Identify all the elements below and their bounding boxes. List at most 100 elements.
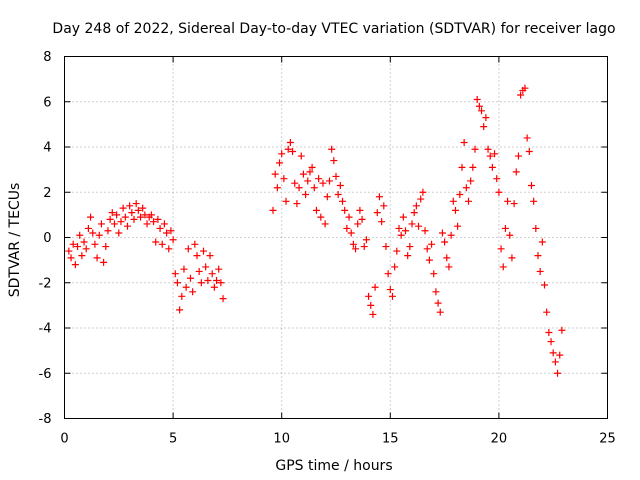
data-point: [302, 191, 310, 199]
data-point: [215, 265, 223, 273]
data-point: [484, 145, 492, 153]
data-point: [402, 227, 410, 235]
data-point: [501, 224, 509, 232]
data-point: [154, 215, 162, 223]
grid: [64, 56, 608, 419]
data-point: [93, 254, 101, 262]
data-point: [336, 181, 344, 189]
data-point: [110, 220, 118, 228]
data-point: [460, 138, 468, 146]
data-point: [549, 349, 557, 357]
data-point: [195, 267, 203, 275]
data-point: [289, 148, 297, 156]
data-point: [306, 168, 314, 176]
data-point: [530, 197, 538, 205]
data-point: [410, 209, 418, 217]
y-tick-label: -6: [39, 367, 52, 382]
data-point: [67, 254, 75, 262]
data-point: [178, 292, 186, 300]
data-point: [180, 265, 188, 273]
data-point: [312, 206, 320, 214]
tick-labels: 0 5 10 15 20 25 -8 -6 -4 -2 0 2 4 6 8: [39, 50, 616, 447]
data-point: [334, 191, 342, 199]
data-point: [173, 279, 181, 287]
y-tick-label: 8: [43, 50, 51, 65]
data-point: [213, 276, 221, 284]
data-point: [495, 188, 503, 196]
data-point: [517, 91, 525, 99]
data-point: [295, 184, 303, 192]
data-point: [356, 206, 364, 214]
data-point: [217, 279, 225, 287]
data-point: [421, 227, 429, 235]
y-tick-label: 6: [43, 95, 51, 110]
data-point: [160, 220, 168, 228]
data-point: [365, 292, 373, 300]
data-point: [132, 200, 140, 208]
data-point: [343, 224, 351, 232]
data-point: [380, 202, 388, 210]
data-point: [130, 215, 138, 223]
data-point: [202, 263, 210, 271]
data-point: [391, 263, 399, 271]
data-point: [143, 220, 151, 228]
data-point: [328, 145, 336, 153]
data-point: [512, 168, 520, 176]
data-point: [417, 195, 425, 203]
data-point: [373, 209, 381, 217]
x-axis-title: GPS time / hours: [275, 458, 392, 474]
data-point: [139, 204, 147, 212]
data-point: [523, 134, 531, 142]
data-point: [445, 263, 453, 271]
data-point: [299, 170, 307, 178]
data-point: [547, 338, 555, 346]
data-point: [538, 238, 546, 246]
y-tick-label: 0: [43, 231, 51, 246]
data-point: [464, 197, 472, 205]
y-tick-label: -8: [39, 412, 52, 427]
data-point: [121, 213, 129, 221]
data-point: [71, 261, 79, 269]
data-point: [310, 184, 318, 192]
data-point: [97, 220, 105, 228]
y-tick-label: -2: [39, 276, 52, 291]
data-point: [291, 179, 299, 187]
data-point: [137, 213, 145, 221]
data-point: [397, 231, 405, 239]
data-point: [386, 286, 394, 294]
data-point: [80, 238, 88, 246]
data-point: [319, 179, 327, 187]
data-point: [87, 213, 95, 221]
data-point: [378, 218, 386, 226]
data-point: [176, 306, 184, 314]
data-point: [163, 229, 171, 237]
data-point: [354, 220, 362, 228]
data-point: [441, 238, 449, 246]
data-point: [152, 238, 160, 246]
data-point: [497, 245, 505, 253]
data-point: [128, 209, 136, 217]
data-point: [339, 197, 347, 205]
data-point: [395, 224, 403, 232]
data-point: [308, 163, 316, 171]
data-point: [462, 184, 470, 192]
data-point: [425, 256, 433, 264]
data-point: [189, 288, 197, 296]
data-point: [76, 231, 84, 239]
data-point: [156, 224, 164, 232]
data-point: [532, 224, 540, 232]
data-point: [438, 229, 446, 237]
data-point: [297, 152, 305, 160]
data-point: [106, 215, 114, 223]
data-point: [78, 252, 86, 260]
data-point: [551, 358, 559, 366]
data-point: [541, 281, 549, 289]
data-point: [165, 245, 173, 253]
data-point: [406, 243, 414, 251]
data-point: [325, 177, 333, 185]
data-point: [352, 245, 360, 253]
chart-title: Day 248 of 2022, Sidereal Day-to-day VTE…: [52, 21, 615, 37]
data-point: [210, 283, 218, 291]
data-point: [458, 163, 466, 171]
data-point: [278, 150, 286, 158]
